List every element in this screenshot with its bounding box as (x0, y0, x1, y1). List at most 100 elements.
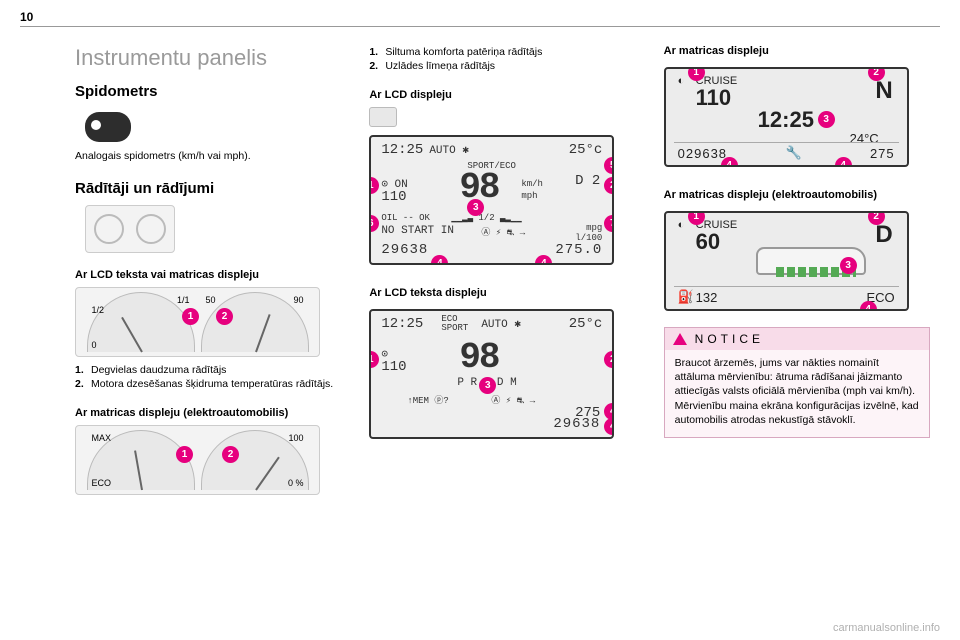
lcd-unit: mpg (586, 223, 602, 233)
list-comfort-charge: 1.Siltuma komforta patēriņa rādītājs 2.U… (369, 45, 635, 73)
footer-url: carmanualsonline.info (833, 622, 940, 634)
gauge-label: ECO (92, 478, 112, 488)
list-item: 1.Degvielas daudzuma rādītājs (75, 363, 341, 377)
caption-speedometer: Analogais spidometrs (km/h vai mph). (75, 150, 341, 162)
callout-1: 1 (688, 67, 705, 81)
main-title: Instrumentu panelis (75, 45, 341, 71)
callout-1: 1 (369, 177, 379, 194)
notice-box: NOTICE Braucot ārzemēs, jums var nākties… (664, 327, 930, 438)
cluster-icon (85, 205, 175, 253)
callout-1: 1 (688, 211, 705, 225)
page-number: 10 (20, 10, 33, 24)
callout-7: 7 (604, 215, 614, 232)
list-text: Uzlādes līmeņa rādītājs (385, 60, 495, 72)
list-text: Degvielas daudzuma rādītājs (91, 364, 226, 376)
column-3: Ar matricas displeju CRUISE ◐ 110 N 12:2… (664, 45, 930, 610)
steering-icon (369, 107, 397, 127)
content-columns: Instrumentu panelis Spidometrs Analogais… (75, 45, 930, 610)
lcd-oil: OIL -- OK (381, 213, 430, 223)
mx-gear: D (875, 221, 892, 249)
lcd-display-1: 12:25 AUTO ✱ 25°c SPORT/ECO 98 km/h mph … (369, 135, 614, 265)
lcd-set: 110 (381, 359, 406, 375)
list-item: 2.Uzlādes līmeņa rādītājs (369, 59, 635, 73)
mx-range: 132 (696, 290, 718, 305)
callout-2: 2 (604, 351, 614, 368)
mx-trip: 275 (870, 146, 895, 161)
callout-5: 5 (604, 157, 614, 174)
lcd-gear: D 2 (575, 173, 600, 189)
callout-4: 4 (604, 418, 614, 435)
gauge-label: 1/1 (177, 295, 190, 305)
callout-3: 3 (818, 111, 835, 128)
gauge-label: 0 (92, 340, 97, 350)
gauge-label: 100 (288, 433, 303, 443)
callout-4: 4 (860, 301, 877, 311)
heading-lcd: Ar LCD displeju (369, 89, 635, 101)
heading-spidometrs: Spidometrs (75, 83, 341, 100)
column-1: Instrumentu panelis Spidometrs Analogais… (75, 45, 341, 610)
mx-temp: 24°C (850, 131, 879, 146)
callout-2: 2 (216, 308, 233, 325)
lcd-display-2: 12:25 ECOSPORT AUTO ✱ 25°c 98 ⊙ 110 P R … (369, 309, 614, 439)
list-item: 2.Motora dzesēšanas šķidruma temperatūra… (75, 377, 341, 391)
notice-body: Braucot ārzemēs, jums var nākties nomain… (665, 350, 929, 437)
lcd-speed: 98 (459, 337, 498, 378)
gauge-pair-fuel-temp: 0 1/2 1/1 50 90 1 2 (75, 287, 320, 357)
callout-2: 2 (604, 177, 614, 194)
lcd-odo: 29638 (553, 416, 600, 432)
heading-lcd-text-matrix: Ar LCD teksta vai matricas displeju (75, 269, 341, 281)
callout-4: 4 (721, 157, 738, 167)
callout-6: 6 (369, 215, 379, 232)
notice-header: NOTICE (665, 328, 929, 350)
lcd-temp: 25°c (569, 316, 603, 332)
column-2: 1.Siltuma komforta patēriņa rādītājs 2.U… (369, 45, 635, 610)
callout-1: 1 (369, 351, 379, 368)
heading-matrix: Ar matricas displeju (664, 45, 930, 57)
gauge-label: 90 (293, 295, 303, 305)
lcd-trip: 275.0 (555, 242, 602, 258)
matrix-display-ev: CRUISE ◐ 60 D ⛽ 132 ECO 1 2 3 4 (664, 211, 909, 311)
gauge-label: 50 (206, 295, 216, 305)
list-text: Siltuma komforta patēriņa rādītājs (385, 46, 542, 58)
mx-time: 12:25 (758, 107, 814, 133)
callout-4: 4 (835, 157, 852, 167)
callout-4: 4 (535, 255, 552, 265)
heading-matrix-ev-2: Ar matricas displeju (elektroautomobilis… (664, 189, 930, 201)
mx-gear: N (875, 77, 892, 105)
temp-gauge: 50 90 (201, 292, 309, 352)
list-text: Motora dzesēšanas šķidruma temperatūras … (91, 378, 333, 390)
charge-gauge: 100 0 % (201, 430, 309, 490)
gauge-pair-ev: MAX ECO 100 0 % 1 2 (75, 425, 320, 495)
speedometer-icon (85, 112, 131, 142)
heading-lcd-text: Ar LCD teksta displeju (369, 287, 635, 299)
callout-2: 2 (868, 67, 885, 81)
lcd-temp: 25°c (569, 142, 603, 158)
fuel-gauge: 0 1/2 1/1 (87, 292, 195, 352)
heading-matrix-ev-1: Ar matricas displeju (elektroautomobilis… (75, 407, 341, 419)
gauge-label: MAX (92, 433, 112, 443)
gauge-label: 0 % (288, 478, 304, 488)
callout-3: 3 (840, 257, 857, 274)
lcd-unit: km/h (521, 179, 543, 189)
heading-indicators: Rādītāji un rādījumi (75, 180, 341, 197)
gauge-label: 1/2 (92, 305, 105, 315)
notice-title: NOTICE (695, 332, 764, 346)
list-fuel-temp: 1.Degvielas daudzuma rādītājs 2.Motora d… (75, 363, 341, 391)
callout-3: 3 (479, 377, 496, 394)
lcd-set: 110 (381, 189, 406, 205)
warning-triangle-icon (673, 333, 687, 345)
lcd-time: 12:25 (381, 142, 423, 158)
lcd-time: 12:25 (381, 316, 423, 332)
callout-1: 1 (182, 308, 199, 325)
callout-2: 2 (868, 211, 885, 225)
mx-speed: 60 (696, 229, 720, 255)
matrix-display-1: CRUISE ◐ 110 N 12:25 24°C 029638 🔧 275 1… (664, 67, 909, 167)
mx-odo: 029638 (678, 146, 727, 161)
top-rule (20, 26, 940, 27)
mx-speed: 110 (696, 85, 732, 111)
lcd-odo: 29638 (381, 242, 428, 258)
lcd-eco-sport: ECOSPORT (441, 315, 468, 333)
lcd-unit: mph (521, 191, 537, 201)
lcd-status: NO START IN (381, 225, 454, 237)
callout-4: 4 (431, 255, 448, 265)
